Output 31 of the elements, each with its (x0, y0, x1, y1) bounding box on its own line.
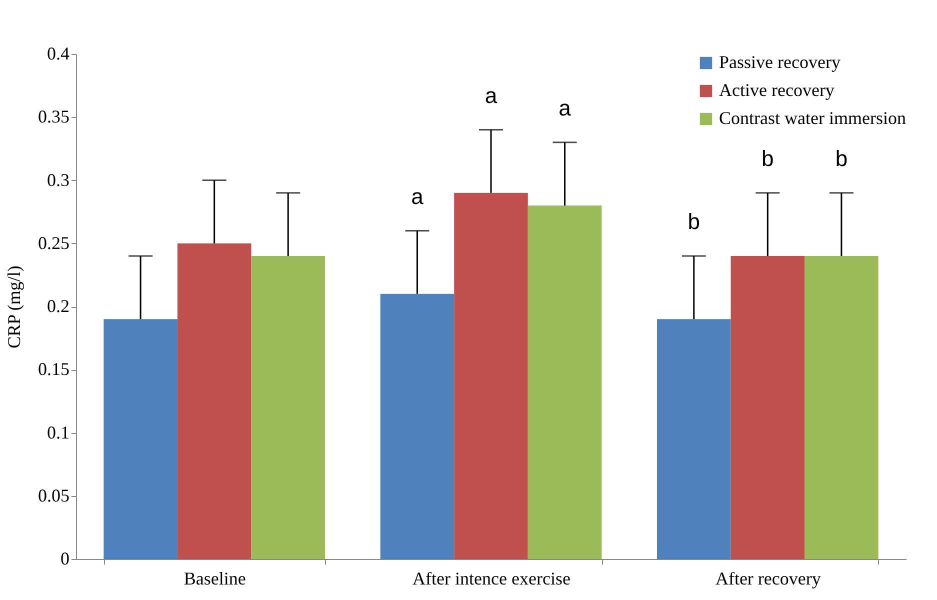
bar (528, 206, 602, 559)
x-tick-label: Baseline (184, 568, 246, 588)
bar (177, 243, 252, 559)
x-tick-label: After recovery (715, 568, 821, 588)
y-tick-label: 0.1 (47, 422, 70, 442)
annotation: a (484, 82, 498, 108)
bar (730, 256, 805, 559)
legend-label: Active recovery (719, 80, 834, 100)
y-tick-label: 0.25 (38, 232, 70, 253)
bar (657, 319, 731, 559)
y-tick-label: 0.05 (38, 485, 70, 506)
y-tick-label: 0 (60, 548, 70, 568)
legend-label: Passive recovery (719, 52, 840, 72)
y-tick-label: 0.2 (47, 296, 70, 316)
annotation: a (558, 95, 572, 120)
bar (104, 319, 178, 559)
annotation: b (835, 146, 848, 171)
y-tick-label: 0.3 (47, 170, 70, 190)
y-axis-title: CRP (mg/l) (4, 266, 24, 348)
x-tick-label: After intence exercise (412, 568, 570, 588)
bar (251, 256, 325, 559)
annotation: a (411, 184, 424, 209)
bar (380, 294, 454, 559)
bar (804, 256, 878, 559)
bar (454, 192, 528, 559)
y-tick-label: 0.35 (38, 106, 70, 127)
annotation: b (762, 146, 774, 171)
annotation: b (688, 209, 700, 234)
y-tick-label: 0.4 (47, 44, 70, 64)
y-tick-label: 0.15 (38, 359, 70, 380)
legend-label: Contrast water immersion (719, 108, 906, 128)
